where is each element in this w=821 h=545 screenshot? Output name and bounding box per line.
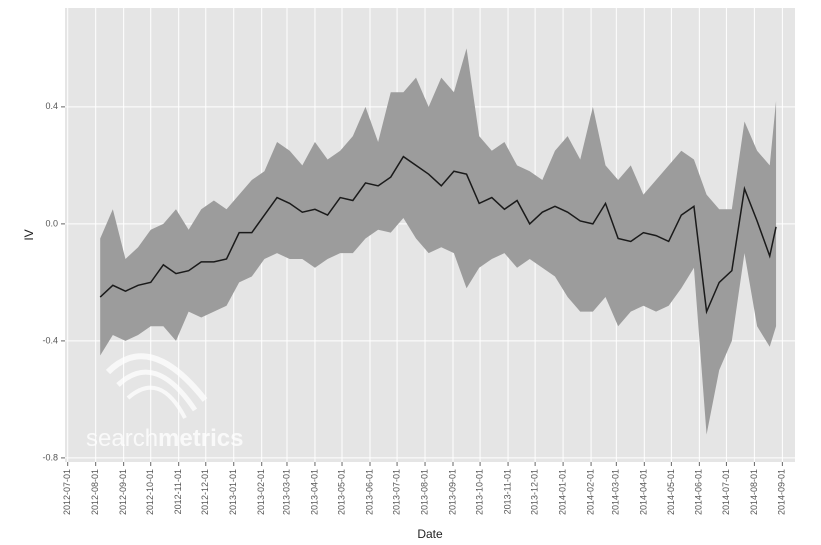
logo-arc — [116, 369, 198, 412]
watermark-bold: metrics — [158, 425, 243, 452]
x-tick-label: 2014-09-01 — [777, 469, 787, 515]
x-tick-label: 2014-02-01 — [585, 469, 595, 515]
confidence-band — [100, 48, 777, 435]
x-tick-label: 2013-09-01 — [447, 469, 457, 515]
marks — [99, 48, 777, 435]
y-axis-label: IV — [22, 229, 36, 240]
x-tick-label: 2013-02-01 — [256, 469, 266, 515]
x-tick-label: 2012-10-01 — [145, 469, 155, 515]
x-tick-label: 2013-05-01 — [336, 469, 346, 515]
x-tick-label: 2012-11-01 — [173, 469, 183, 514]
x-tick-label: 2013-07-01 — [391, 469, 401, 515]
x-tick-label: 2014-08-01 — [749, 469, 759, 515]
x-tick-label: 2014-01-01 — [557, 469, 567, 515]
x-tick-label: 2014-05-01 — [666, 469, 676, 515]
x-tick-label: 2012-08-01 — [90, 469, 100, 515]
y-tick-label: -0.4 — [42, 335, 58, 345]
watermark: searchmetrics — [86, 425, 243, 452]
x-tick-label: 2012-07-01 — [62, 469, 72, 515]
y-tick-label: 0.0 — [45, 218, 58, 228]
watermark-light: search — [86, 425, 158, 452]
x-tick-label: 2013-04-01 — [309, 469, 319, 515]
x-tick-label: 2013-06-01 — [364, 469, 374, 515]
y-tick-label: -0.8 — [42, 452, 58, 462]
x-tick-label: 2013-01-01 — [228, 469, 238, 515]
x-tick-label: 2014-04-01 — [639, 469, 649, 515]
watermark-logo — [105, 353, 208, 419]
x-tick-label: 2013-11-01 — [502, 469, 512, 514]
x-tick-label: 2014-07-01 — [721, 469, 731, 515]
line — [99, 155, 777, 315]
x-tick-label: 2013-08-01 — [419, 469, 429, 515]
x-tick-label: 2013-03-01 — [281, 469, 291, 515]
logo-arc — [126, 385, 187, 419]
logo-arc — [105, 353, 208, 402]
x-tick-label: 2012-12-01 — [200, 469, 210, 515]
x-axis-label: Date — [417, 527, 443, 541]
x-tick-label: 2013-12-01 — [529, 469, 539, 515]
y-tick-label: 0.4 — [45, 101, 58, 111]
x-tick-label: 2014-03-01 — [611, 469, 621, 515]
x-tick-label: 2013-10-01 — [474, 469, 484, 515]
x-tick-label: 2012-09-01 — [118, 469, 128, 515]
x-tick-label: 2014-06-01 — [694, 469, 704, 515]
